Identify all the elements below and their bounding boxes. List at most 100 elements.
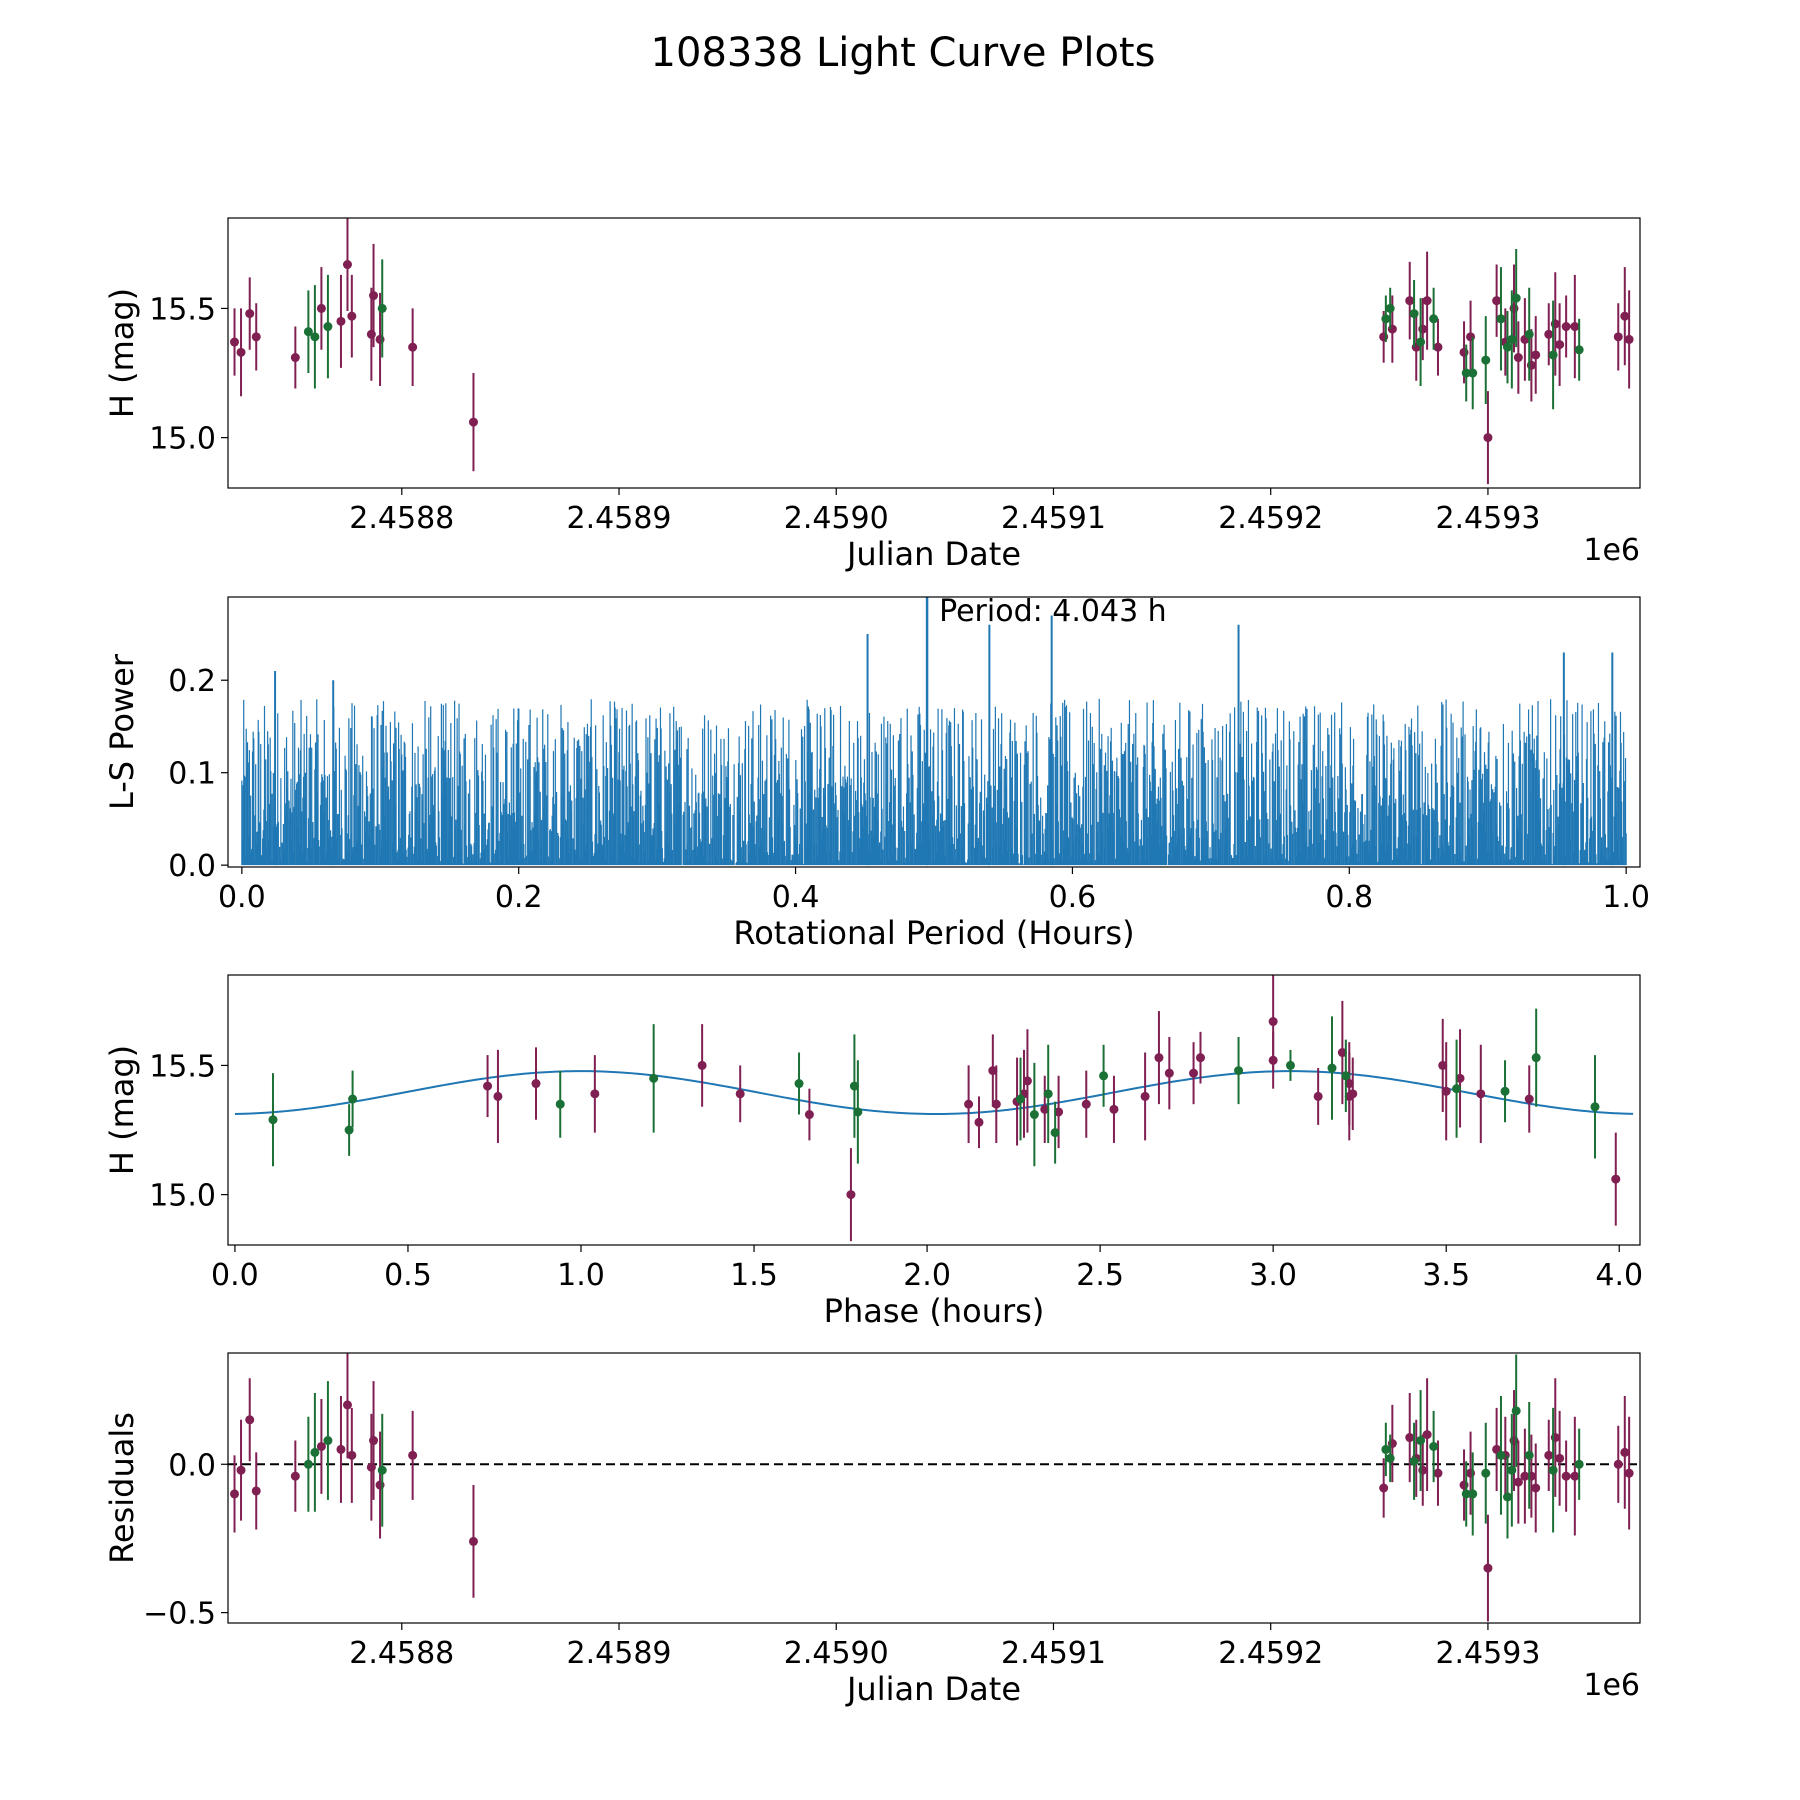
power-spectrum-line [241, 698, 1627, 866]
x-tick-label: 2.4589 [567, 501, 672, 536]
x-tick-label: 2.4591 [1001, 501, 1106, 536]
y-tick-label: 0.1 [168, 757, 216, 792]
data-point [251, 332, 261, 342]
y-axis-label: H (mag) [103, 288, 141, 418]
data-point [649, 1073, 659, 1083]
data-point [323, 322, 333, 332]
data-point [1483, 433, 1493, 443]
x-tick-label: 2.4589 [567, 1636, 672, 1671]
data-point [1381, 314, 1391, 324]
data-point [1050, 1128, 1060, 1138]
data-point [251, 1486, 261, 1496]
y-tick-label: 0.0 [168, 1448, 216, 1483]
data-point [344, 1125, 354, 1135]
figure-title: 108338 Light Curve Plots [651, 30, 1156, 76]
data-point [1620, 1447, 1630, 1457]
data-point [991, 1099, 1001, 1109]
x-axis-label: Julian Date [845, 535, 1021, 573]
x-axis-label: Julian Date [845, 1670, 1021, 1708]
data-point [1140, 1091, 1150, 1101]
data-point [1285, 1060, 1295, 1070]
axes-frame [227, 974, 1641, 1246]
x-offset-label: 1e6 [1583, 1668, 1640, 1703]
data-point [1513, 353, 1523, 363]
data-point [735, 1089, 745, 1099]
data-point [369, 1436, 379, 1446]
plot-area [228, 1353, 1640, 1622]
data-point [369, 291, 379, 301]
data-point [245, 1415, 255, 1425]
data-point [1081, 1099, 1091, 1109]
data-point [804, 1110, 814, 1120]
data-point [1513, 1477, 1523, 1487]
data-point [1481, 355, 1491, 365]
x-tick-label: 2.4591 [1001, 1636, 1106, 1671]
x-tick-label: 0.4 [772, 880, 820, 915]
x-tick-label: 2.4593 [1435, 1636, 1540, 1671]
data-point [1500, 1086, 1510, 1096]
data-point [1099, 1071, 1109, 1081]
data-point [230, 337, 240, 347]
x-tick-label: 1.0 [557, 1258, 605, 1293]
axes-frame [227, 217, 1641, 489]
data-point [849, 1081, 859, 1091]
data-point [1043, 1089, 1053, 1099]
data-point [1461, 1489, 1471, 1499]
y-tick-label: 0.2 [168, 664, 216, 699]
data-point [303, 1459, 313, 1469]
sinusoid-fit-curve [234, 1070, 1634, 1115]
data-point [1429, 1441, 1439, 1451]
data-point [468, 417, 478, 427]
data-point [1624, 334, 1634, 344]
data-point [1476, 1089, 1486, 1099]
data-point [1468, 1489, 1478, 1499]
data-point [1348, 1089, 1358, 1099]
data-point [1468, 368, 1478, 378]
data-point [988, 1066, 998, 1076]
data-point [1574, 345, 1584, 355]
data-point [1022, 1076, 1032, 1086]
data-point [1385, 303, 1395, 313]
data-point [794, 1079, 804, 1089]
data-point [1524, 1450, 1534, 1460]
y-tick-label: 15.0 [149, 1179, 216, 1214]
data-point [1555, 1453, 1565, 1463]
data-point [316, 303, 326, 313]
data-point [342, 260, 352, 270]
data-point [1483, 1563, 1493, 1573]
y-axis-label: H (mag) [103, 1045, 141, 1175]
data-point [1429, 314, 1439, 324]
data-point [1481, 1468, 1491, 1478]
data-point [1531, 1053, 1541, 1063]
x-tick-label: 4.0 [1595, 1258, 1643, 1293]
data-point [483, 1081, 493, 1091]
data-point [290, 353, 300, 363]
data-point [1611, 1174, 1621, 1184]
x-tick-label: 1.0 [1602, 880, 1650, 915]
data-point [1054, 1107, 1064, 1117]
y-axis-label: Residuals [103, 1412, 141, 1564]
data-point [268, 1115, 278, 1125]
x-tick-label: 0.8 [1325, 880, 1373, 915]
data-point [1524, 329, 1534, 339]
data-point [1620, 311, 1630, 321]
plot-area [234, 975, 1634, 1242]
data-point [236, 347, 246, 357]
data-point [1268, 1017, 1278, 1027]
data-point [230, 1489, 240, 1499]
series-green [303, 1354, 1584, 1539]
x-tick-label: 1.5 [730, 1258, 778, 1293]
y-tick-label: −0.5 [143, 1597, 216, 1632]
data-point [1422, 1430, 1432, 1440]
data-point [336, 316, 346, 326]
x-tick-label: 2.4588 [349, 1636, 454, 1671]
data-point [1531, 350, 1541, 360]
data-point [1544, 1450, 1554, 1460]
data-point [1561, 1471, 1571, 1481]
series-green [303, 249, 1584, 410]
data-point [1502, 1492, 1512, 1502]
data-point [1195, 1053, 1205, 1063]
data-point [1570, 1471, 1580, 1481]
data-point [1189, 1068, 1199, 1078]
y-tick-label: 0.0 [168, 849, 216, 884]
